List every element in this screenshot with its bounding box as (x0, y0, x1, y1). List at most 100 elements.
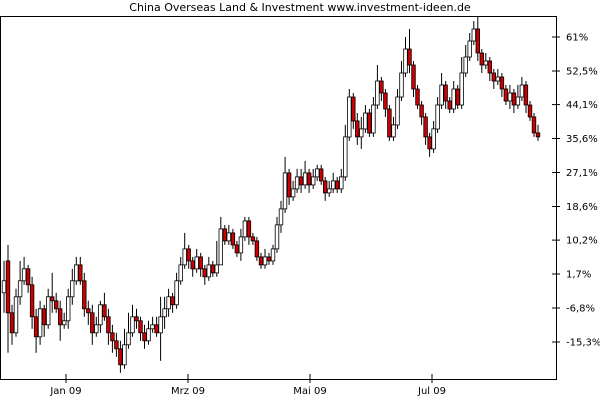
candle (33, 308, 39, 353)
candle-body (302, 172, 308, 186)
candle-body (21, 268, 27, 282)
candle-body (142, 332, 147, 342)
candle-body (451, 88, 456, 110)
candle (286, 168, 292, 205)
candle-body (82, 280, 87, 310)
candle (186, 244, 191, 269)
candle-body (431, 128, 436, 150)
candle (226, 224, 231, 245)
candle-body (94, 324, 99, 334)
candle-body (17, 280, 23, 298)
candles-group (1, 17, 541, 373)
candle-body (395, 96, 400, 126)
candle-body (290, 188, 296, 198)
candle-body (411, 64, 416, 90)
candle-body (198, 256, 203, 270)
candle-body (170, 296, 175, 306)
candle (162, 296, 167, 329)
candle-body (66, 296, 71, 322)
candle (13, 288, 19, 337)
candle (531, 113, 537, 137)
candle (326, 180, 332, 197)
candle-body (90, 312, 95, 334)
candle-body (78, 264, 83, 282)
candle (407, 29, 412, 73)
y-tick-label: 10,2% (566, 236, 598, 247)
candle-body (294, 176, 300, 190)
candle-body (270, 248, 276, 262)
candle (118, 340, 123, 373)
candle (66, 288, 71, 329)
candle-body (102, 304, 107, 318)
candle (371, 97, 376, 137)
candle (395, 89, 400, 129)
y-tick-label: 18,6% (566, 202, 598, 213)
candle-body (230, 232, 236, 246)
candle (278, 200, 284, 233)
candle-body (54, 300, 59, 310)
candle-body (359, 128, 364, 138)
candle (343, 124, 348, 181)
candle-body (98, 304, 103, 326)
candle (250, 232, 256, 245)
candle-body (391, 124, 396, 138)
y-tick-label: -6,8% (566, 304, 595, 315)
candle-body (379, 80, 384, 94)
candle-body (314, 168, 320, 178)
candle (94, 316, 99, 337)
candle-body (419, 104, 424, 118)
candle (230, 228, 236, 249)
candle-body (250, 236, 256, 242)
y-tick-label: 52,5% (566, 67, 598, 78)
candle-body (479, 52, 484, 66)
candle-body (467, 40, 472, 58)
candle-body (310, 176, 316, 186)
candle-body (218, 228, 223, 266)
candle-body (519, 84, 525, 98)
candle-body (41, 308, 47, 326)
candle (322, 176, 328, 201)
candle-body (447, 100, 452, 110)
candle-body (318, 168, 324, 182)
candle-body (495, 76, 500, 82)
candle-body (535, 132, 541, 138)
candle (519, 77, 525, 101)
candle-body (37, 308, 43, 338)
candle-body (186, 248, 191, 262)
candle-body (475, 28, 480, 54)
candle (511, 89, 517, 113)
candle (523, 81, 529, 113)
candle-body (286, 172, 292, 198)
candle-body (439, 84, 444, 106)
candle (363, 105, 368, 133)
x-tick-label: Mrz 09 (171, 386, 205, 397)
candle (214, 240, 219, 277)
candle (487, 57, 492, 81)
candle (126, 312, 131, 349)
candle-body (262, 256, 268, 266)
candle (443, 81, 448, 109)
x-tick-label: Mai 09 (293, 386, 326, 397)
candle-body (371, 104, 376, 134)
candle-body (383, 92, 388, 110)
candle (463, 45, 468, 77)
candle (138, 316, 143, 341)
candle-body (326, 188, 332, 194)
candle-body (463, 56, 468, 74)
candle-body (343, 136, 348, 178)
candle-body (339, 176, 344, 190)
candle (5, 244, 11, 353)
candle-body (146, 328, 151, 342)
candle-body (387, 108, 392, 138)
y-tick-label: 44,1% (566, 100, 598, 111)
candle (78, 256, 83, 285)
candle-body (274, 224, 280, 250)
candle-body (130, 316, 135, 334)
candle-body (150, 324, 155, 330)
candle-body (355, 120, 360, 138)
candle-body (427, 136, 432, 150)
candle (306, 168, 312, 193)
candle (310, 168, 316, 189)
candle (479, 49, 484, 73)
